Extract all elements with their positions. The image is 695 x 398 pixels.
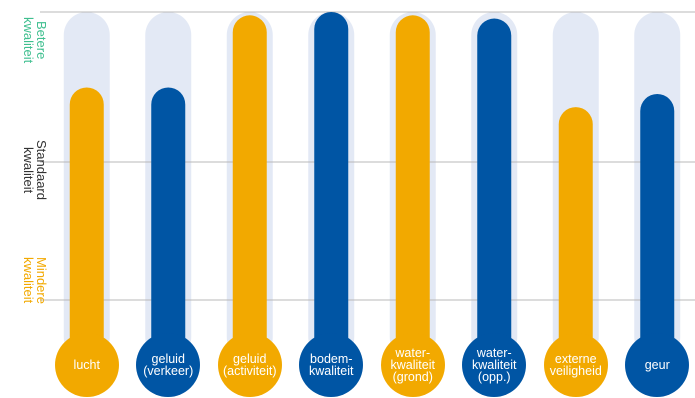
bar <box>558 107 593 361</box>
category-label-line: (grond) <box>392 370 433 384</box>
category-label: lucht <box>54 333 119 397</box>
y-band-label-line: Betere <box>34 20 49 60</box>
category-label: externe veiligheid <box>543 333 608 397</box>
category-label: geluid (activiteit) <box>217 333 282 397</box>
category-label-line: water- <box>395 346 431 360</box>
bar <box>232 15 267 361</box>
y-band-label: Standaard kwaliteit <box>21 120 49 220</box>
y-band-label: Betere kwaliteit <box>21 0 49 80</box>
category-label: bodem-kwaliteit <box>299 333 364 397</box>
category-label-line: externe <box>554 352 597 366</box>
category-label: water-kwaliteit (grond) <box>380 333 445 397</box>
category-label-line: (opp.) <box>477 370 511 384</box>
bar <box>477 18 512 361</box>
y-band-label-line: kwaliteit <box>21 16 36 64</box>
category-label-line: kwaliteit <box>390 358 435 372</box>
category-label-line: lucht <box>73 358 100 372</box>
category-label-line: kwaliteit <box>472 358 517 372</box>
category-label-line: geur <box>644 358 670 372</box>
category-label-line: geluid <box>151 352 185 366</box>
y-band-label-line: kwaliteit <box>21 146 36 194</box>
category-label-line: water- <box>476 346 512 360</box>
y-band-label-line: kwaliteit <box>21 256 36 304</box>
category-label-line: veiligheid <box>549 364 602 378</box>
category-label: geluid (verkeer) <box>136 333 201 397</box>
category-label-line: (activiteit) <box>223 364 277 378</box>
y-band-label-line: Mindere <box>34 256 49 304</box>
category-label-line: (verkeer) <box>143 364 194 378</box>
category-label-line: bodem- <box>310 352 353 366</box>
category-label-line: geluid <box>233 352 267 366</box>
category-label-line: kwaliteit <box>309 364 354 378</box>
category-label: geur <box>625 333 690 397</box>
bar <box>151 87 186 360</box>
y-band-label-line: Standaard <box>34 140 49 200</box>
y-band-label: Mindere kwaliteit <box>21 250 49 310</box>
bars <box>69 12 675 361</box>
bar <box>640 94 675 360</box>
category-label: water-kwaliteit (opp.) <box>462 333 527 397</box>
bar <box>69 87 104 360</box>
bar <box>395 15 430 361</box>
bar <box>314 12 349 360</box>
